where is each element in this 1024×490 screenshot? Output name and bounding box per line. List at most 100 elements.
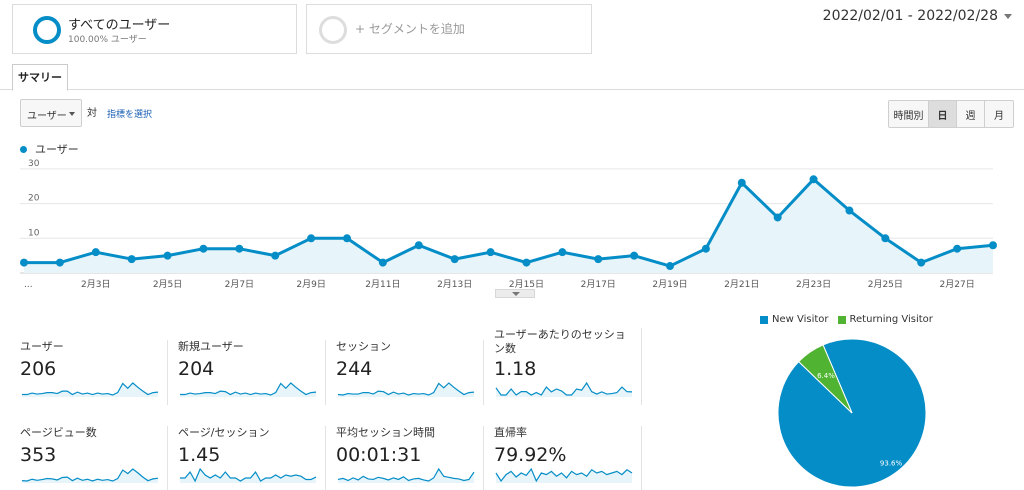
data-point[interactable] (235, 244, 244, 253)
segment-ring-icon (33, 16, 61, 44)
sparkline-area (180, 383, 316, 397)
metric-dropdown[interactable]: ユーザー (20, 99, 82, 127)
metric-dropdown-value: ユーザー (27, 111, 67, 122)
segment-all-users-card[interactable]: すべてのユーザー 100.00% ユーザー (12, 4, 297, 54)
data-point[interactable] (127, 255, 136, 264)
interval-month-button[interactable]: 月 (985, 101, 1013, 127)
data-point[interactable] (594, 255, 603, 264)
empty-segment-ring-icon (319, 16, 347, 44)
x-tick-label: 2月7日 (225, 279, 254, 290)
y-tick-label: 30 (28, 159, 40, 169)
data-point[interactable] (630, 251, 639, 260)
sparkline-line (337, 382, 475, 396)
sparkline-line (180, 382, 317, 396)
metric-label: 新規ユーザー (178, 340, 244, 353)
sparkline-line (495, 381, 633, 396)
data-point[interactable] (845, 206, 854, 215)
data-point[interactable] (522, 258, 531, 267)
data-point[interactable] (55, 258, 64, 267)
interval-day-button[interactable]: 日 (929, 101, 957, 127)
metric-label: ユーザーあたりのセッション数 (494, 328, 626, 355)
chart-legend: ユーザー (20, 141, 79, 157)
x-tick-label: 2月5日 (153, 279, 182, 290)
data-point[interactable] (809, 175, 818, 184)
y-tick-label: 20 (28, 194, 40, 204)
interval-toggle-group: 時間別 日 週 月 (888, 100, 1014, 128)
metric-sparkline (21, 468, 159, 483)
x-tick-label: 2月9日 (296, 279, 325, 290)
data-point[interactable] (558, 248, 567, 257)
date-range-picker[interactable]: 2022/02/01 - 2022/02/28 (822, 8, 998, 24)
metric-label: 平均セッション時間 (336, 426, 435, 439)
metric-value: 204 (178, 358, 215, 380)
metric-label: ユーザー (20, 340, 64, 353)
data-point[interactable] (773, 213, 782, 222)
pie-legend-item[interactable]: New Visitor (760, 314, 829, 325)
sparkline-line (180, 467, 317, 483)
data-point[interactable] (486, 248, 495, 257)
vs-label: 対 (87, 108, 97, 119)
metric-value: 353 (20, 444, 57, 466)
pie-legend-label: New Visitor (772, 314, 829, 325)
data-point[interactable] (163, 251, 172, 260)
series-line (24, 177, 994, 268)
metric-tile[interactable]: ページ/セッション 1.45 (178, 426, 326, 490)
data-point[interactable] (378, 258, 387, 267)
metric-tile[interactable]: ユーザーあたりのセッション数 1.18 (494, 328, 642, 405)
data-point[interactable] (737, 178, 746, 187)
pie-legend-label: Returning Visitor (849, 314, 933, 325)
x-tick-label: 2月19日 (652, 279, 687, 290)
metric-tile[interactable]: 直帰率 79.92% (494, 426, 642, 490)
metric-tile[interactable]: セッション 244 (336, 340, 484, 405)
data-point[interactable] (20, 258, 28, 267)
metric-value: 1.18 (494, 358, 537, 380)
interval-hourly-button[interactable]: 時間別 (889, 101, 929, 127)
metric-value: 00:01:31 (336, 444, 422, 466)
x-tick-label: 2月21日 (724, 279, 759, 290)
metric-label: 直帰率 (494, 426, 527, 439)
tab-summary[interactable]: サマリー (12, 64, 68, 91)
data-point[interactable] (989, 241, 997, 250)
users-line-chart: 10 20 30... 2月3日 2月5日 2月7日 2月9日 2月11日 2月13日 2月15日… (20, 159, 997, 290)
metric-value: 79.92% (494, 444, 567, 466)
data-point[interactable] (450, 255, 459, 264)
data-point[interactable] (414, 241, 423, 250)
x-tick-label: 2月23日 (796, 279, 831, 290)
x-tick-label: 2月15日 (509, 279, 544, 290)
data-point[interactable] (91, 248, 100, 257)
data-point[interactable] (701, 244, 710, 253)
data-point[interactable] (343, 234, 351, 243)
add-segment-card[interactable]: + セグメントを追加 (306, 4, 592, 54)
metric-label: ページ/セッション (178, 426, 270, 439)
data-point[interactable] (881, 234, 890, 243)
data-point[interactable] (199, 244, 208, 253)
x-tick-label: 2月13日 (437, 279, 472, 290)
pie-legend-item[interactable]: Returning Visitor (837, 314, 933, 325)
data-point[interactable] (271, 251, 280, 260)
data-point[interactable] (953, 244, 962, 253)
chevron-down-icon[interactable] (1004, 14, 1012, 19)
metric-label: ページビュー数 (20, 426, 97, 439)
metric-tile[interactable]: 新規ユーザー 204 (178, 340, 326, 405)
sparkline-area (22, 469, 158, 483)
pie-slice[interactable] (797, 344, 853, 414)
series-area (24, 179, 993, 273)
metric-sparkline (337, 382, 475, 397)
metric-sparkline (495, 467, 633, 483)
metric-sparkline (180, 467, 317, 483)
segment-title: すべてのユーザー (68, 18, 171, 33)
sparkline-area (338, 383, 474, 397)
metric-sparkline (22, 382, 159, 397)
metric-tile[interactable]: ユーザー 206 (20, 340, 168, 405)
sparkline-line (21, 468, 159, 482)
choose-metric-link[interactable]: 指標を選択 (107, 110, 153, 120)
data-point[interactable] (666, 262, 674, 271)
data-point[interactable] (307, 234, 316, 243)
pie-slice-label: 6.4% (817, 372, 835, 380)
interval-week-button[interactable]: 週 (957, 101, 985, 127)
metric-tile[interactable]: 平均セッション時間 00:01:31 (336, 426, 484, 490)
x-tick-label: 2月17日 (581, 279, 616, 290)
data-point[interactable] (917, 258, 926, 267)
chart-collapse-handle[interactable] (495, 289, 535, 298)
metric-tile[interactable]: ページビュー数 353 (20, 426, 168, 490)
